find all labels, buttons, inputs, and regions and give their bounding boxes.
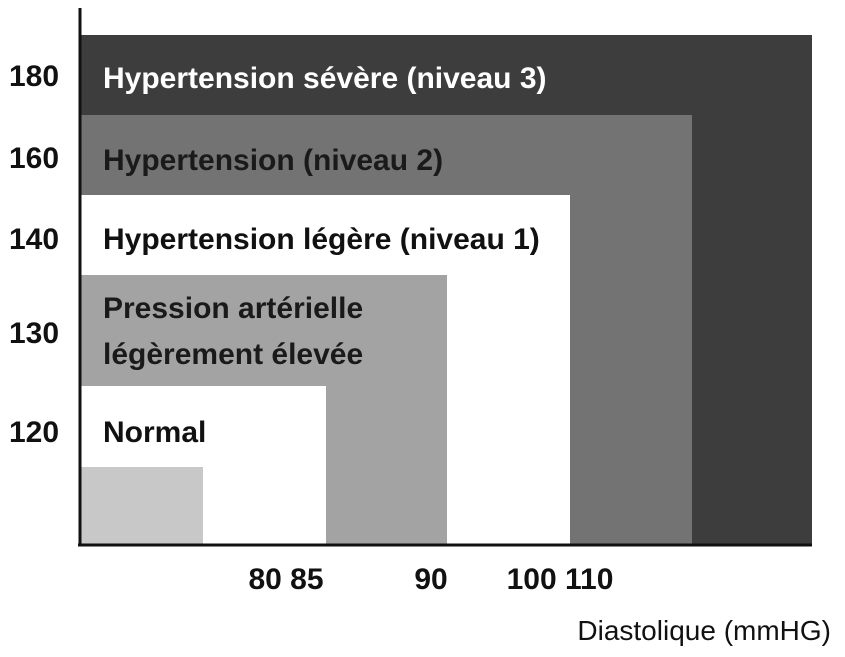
x-axis-label: Diastolique (mmHG) (577, 615, 831, 646)
ticks-layer: 180 160 140 130 120 80 85 90 100 110 (9, 60, 613, 596)
zone-label-hypertension-severe-niveau-3: Hypertension sévère (niveau 3) (103, 62, 547, 95)
zone-label-normal: Normal (103, 416, 206, 449)
zone-label-hypertension-legere-niveau-1: Hypertension légère (niveau 1) (103, 223, 540, 256)
zone-label-line: Hypertension (niveau 2) (103, 144, 443, 177)
zone-label-line: Hypertension légère (niveau 1) (103, 223, 540, 256)
labels-layer: Hypertension sévère (niveau 3) Hypertensi… (103, 62, 547, 449)
x-tick-label: 90 (414, 563, 447, 596)
zone-label-line: Hypertension sévère (niveau 3) (103, 62, 547, 95)
zone-label-line: légèrement élevée (103, 338, 363, 371)
axes-layer (78, 8, 812, 547)
zones-layer (80, 35, 812, 545)
zone-label-line: Pression artérielle (103, 292, 363, 325)
y-tick-label: 140 (9, 223, 59, 256)
zone-zone-6 (80, 467, 203, 545)
y-tick-label: 160 (9, 142, 59, 175)
x-tick-label: 80 85 (248, 563, 323, 596)
y-tick-label: 130 (9, 317, 59, 350)
x-tick-label: 100 110 (507, 563, 614, 596)
zone-label-pression-arterielle-legerement-elevee: Pression artérielle légèrement élevée (103, 292, 363, 371)
zone-label-line: Normal (103, 416, 206, 449)
y-tick-label: 120 (9, 416, 59, 449)
zone-label-hypertension-niveau-2: Hypertension (niveau 2) (103, 144, 443, 177)
y-tick-label: 180 (9, 60, 59, 93)
